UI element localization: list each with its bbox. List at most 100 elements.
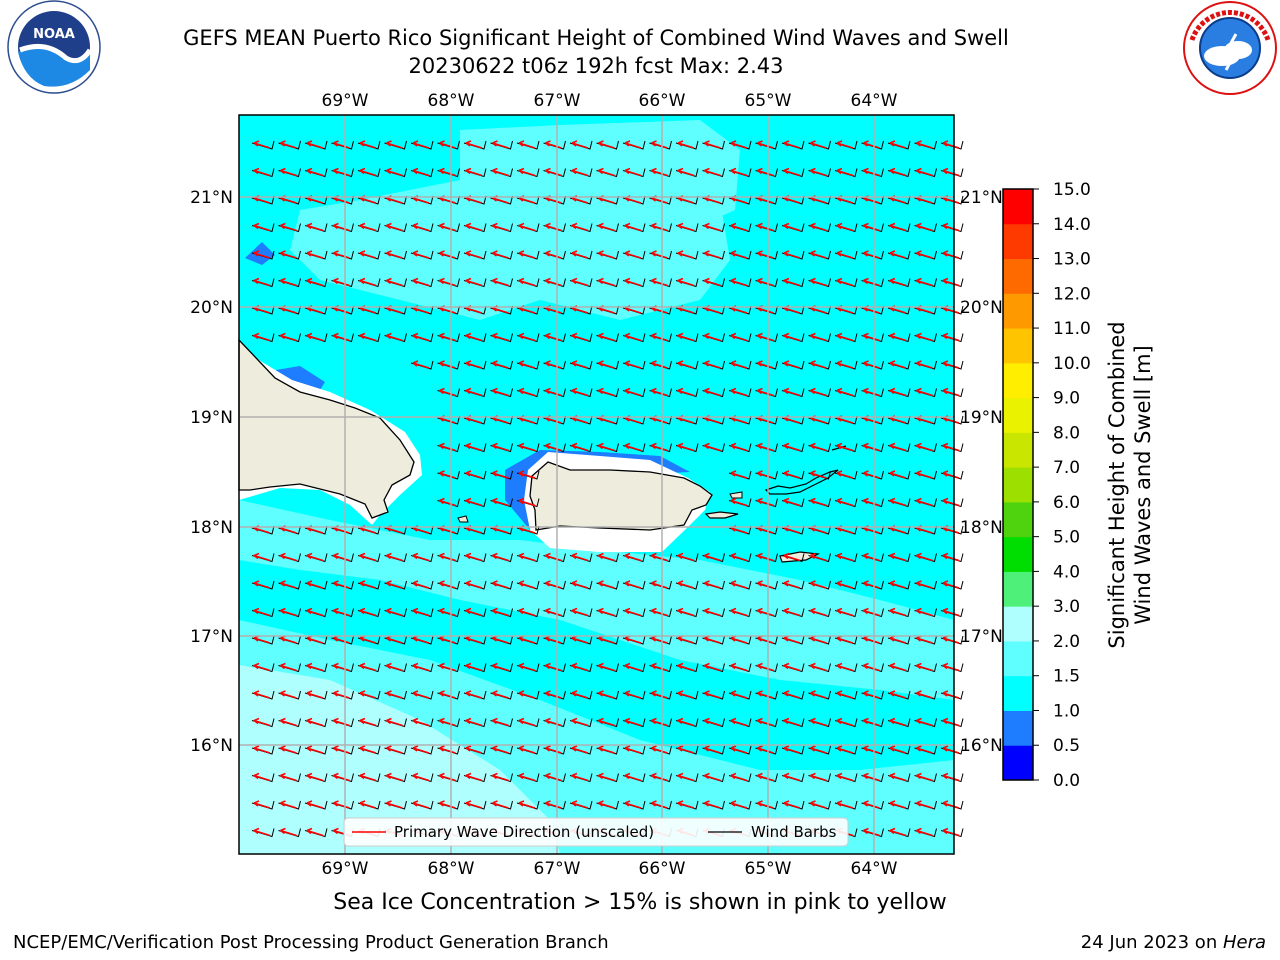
wave-direction-arrow bbox=[810, 332, 827, 342]
wave-direction-arrow bbox=[518, 442, 536, 452]
wave-direction-arrow bbox=[704, 800, 721, 809]
wave-direction-arrow bbox=[757, 470, 774, 479]
wave-direction-arrow bbox=[704, 167, 721, 177]
wave-direction-arrow bbox=[545, 772, 562, 782]
wave-direction-arrow bbox=[253, 222, 271, 232]
wave-direction-arrow bbox=[916, 690, 933, 699]
wave-direction-arrow bbox=[783, 607, 801, 617]
wave-direction-arrow bbox=[810, 717, 827, 727]
wave-direction-arrow bbox=[889, 222, 907, 232]
wave-direction-arrow bbox=[916, 277, 933, 287]
wave-direction-arrow bbox=[863, 690, 880, 699]
wave-direction-arrow bbox=[677, 690, 695, 699]
wave-direction-arrow bbox=[280, 690, 297, 699]
wave-direction-arrow bbox=[412, 277, 430, 287]
wave-direction-arrow bbox=[333, 140, 350, 149]
wave-direction-arrow bbox=[598, 360, 615, 369]
latitude-label-left: 20°N bbox=[190, 298, 233, 318]
wave-direction-arrow bbox=[624, 607, 642, 617]
wave-direction-arrow bbox=[306, 552, 324, 562]
wave-direction-arrow bbox=[916, 607, 933, 617]
wave-direction-arrow bbox=[677, 222, 695, 232]
wave-zone-0-5-1-0-northwest bbox=[245, 242, 275, 265]
wave-direction-arrow bbox=[863, 745, 880, 754]
colorbar-swatch bbox=[1003, 536, 1033, 572]
wave-direction-arrow bbox=[545, 332, 562, 342]
wave-direction-arrow bbox=[545, 800, 562, 809]
wave-direction-arrow bbox=[359, 607, 377, 617]
wave-direction-arrow bbox=[757, 277, 774, 287]
wave-direction-arrow bbox=[492, 167, 509, 177]
wave-direction-arrow bbox=[651, 717, 668, 727]
wave-direction-arrow bbox=[386, 580, 403, 589]
wave-direction-arrow bbox=[253, 827, 271, 837]
wave-direction-arrow bbox=[810, 772, 827, 782]
wave-direction-arrow bbox=[280, 772, 297, 782]
wave-direction-arrow bbox=[730, 690, 748, 699]
wave-direction-arrow bbox=[492, 332, 509, 342]
wave-direction-arrow bbox=[757, 387, 774, 397]
wave-direction-arrow bbox=[439, 442, 456, 452]
colorbar-tick-label: 0.5 bbox=[1053, 736, 1080, 756]
wave-direction-arrow bbox=[810, 745, 827, 754]
wave-direction-arrow bbox=[253, 277, 271, 287]
wave-direction-arrow bbox=[836, 800, 854, 809]
wave-direction-arrow bbox=[677, 580, 695, 589]
wave-direction-arrow bbox=[783, 387, 801, 397]
wave-direction-arrow bbox=[253, 662, 271, 672]
wave-direction-arrow bbox=[386, 250, 403, 259]
wave-direction-arrow bbox=[465, 800, 483, 809]
wave-direction-arrow bbox=[916, 717, 933, 727]
wave-direction-arrow bbox=[306, 662, 324, 672]
wave-direction-arrow bbox=[863, 140, 880, 149]
wave-direction-arrow bbox=[704, 360, 721, 369]
wave-direction-arrow bbox=[942, 222, 960, 232]
wave-direction-arrow bbox=[624, 277, 642, 287]
wave-direction-arrow bbox=[465, 497, 483, 507]
wave-direction-arrow bbox=[704, 140, 721, 149]
wave-direction-arrow bbox=[810, 360, 827, 369]
wave-direction-arrow bbox=[359, 772, 377, 782]
wave-direction-arrow bbox=[545, 277, 562, 287]
latitude-label-left: 19°N bbox=[190, 408, 233, 428]
wave-direction-arrow bbox=[253, 745, 271, 754]
wave-direction-arrow bbox=[518, 470, 536, 479]
longitude-label-bottom: 69°W bbox=[322, 859, 369, 879]
wave-direction-arrow bbox=[942, 360, 960, 369]
wave-direction-arrow bbox=[280, 552, 297, 562]
wave-direction-arrow bbox=[545, 717, 562, 727]
wave-direction-arrow bbox=[333, 250, 350, 259]
wave-direction-arrow bbox=[571, 332, 589, 342]
wave-direction-arrow bbox=[651, 360, 668, 369]
wave-direction-arrow bbox=[810, 167, 827, 177]
wave-direction-arrow bbox=[704, 277, 721, 287]
wave-direction-arrow bbox=[386, 745, 403, 754]
wave-direction-arrow bbox=[942, 167, 960, 177]
wave-direction-arrow bbox=[598, 167, 615, 177]
colorbar-tick-label: 2.0 bbox=[1053, 632, 1080, 652]
wave-direction-arrow bbox=[518, 745, 536, 754]
wave-direction-arrow bbox=[863, 497, 880, 507]
wave-direction-arrow bbox=[598, 250, 615, 259]
wave-direction-arrow bbox=[386, 222, 403, 232]
wave-direction-arrow bbox=[492, 580, 509, 589]
wave-direction-arrow bbox=[465, 332, 483, 342]
wave-direction-arrow bbox=[651, 222, 668, 232]
wave-direction-arrow bbox=[730, 800, 748, 809]
wave-direction-arrow bbox=[439, 222, 456, 232]
wave-direction-arrow bbox=[810, 690, 827, 699]
wave-direction-arrow bbox=[942, 442, 960, 452]
colorbar-swatch bbox=[1003, 467, 1033, 503]
wave-direction-arrow bbox=[465, 580, 483, 589]
wave-direction-arrow bbox=[412, 800, 430, 809]
wave-direction-arrow bbox=[704, 662, 721, 672]
wave-direction-arrow bbox=[359, 580, 377, 589]
wave-direction-arrow bbox=[889, 717, 907, 727]
wave-direction-arrow bbox=[359, 167, 377, 177]
wave-direction-arrow bbox=[889, 552, 907, 562]
wave-direction-arrow bbox=[306, 717, 324, 727]
wave-direction-arrow bbox=[942, 277, 960, 287]
anegada-outline bbox=[831, 445, 847, 451]
wave-direction-arrow bbox=[333, 800, 350, 809]
